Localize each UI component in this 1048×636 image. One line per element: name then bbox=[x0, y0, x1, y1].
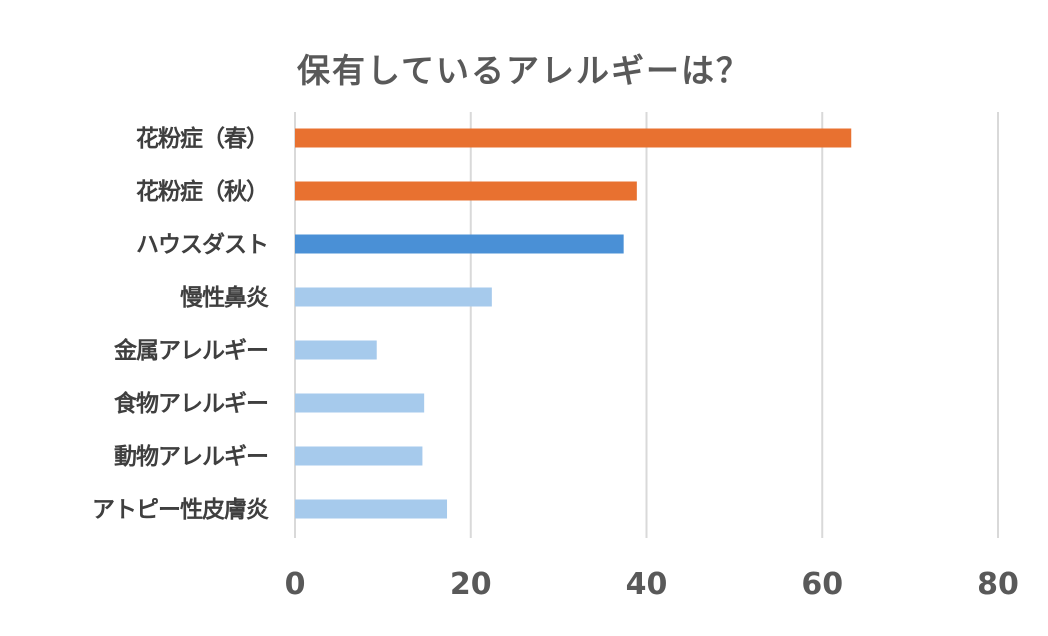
x-tick-label: 0 bbox=[285, 567, 306, 602]
x-tick-label: 40 bbox=[626, 567, 668, 602]
category-label: 金属アレルギー bbox=[113, 337, 268, 364]
category-label: アトピー性皮膚炎 bbox=[92, 497, 269, 523]
bar bbox=[295, 287, 492, 307]
chart-title: 保有しているアレルギーは？ bbox=[296, 51, 751, 90]
x-tick-label: 20 bbox=[450, 567, 492, 602]
bar bbox=[295, 128, 852, 148]
category-label: 慢性鼻炎 bbox=[180, 284, 269, 311]
category-label: 花粉症（秋） bbox=[136, 178, 268, 205]
category-label: 花粉症（春） bbox=[136, 125, 268, 152]
category-label: 食物アレルギー bbox=[114, 390, 268, 417]
bar bbox=[295, 340, 377, 360]
bar bbox=[295, 393, 425, 413]
bar bbox=[295, 234, 624, 254]
bar bbox=[295, 499, 448, 519]
x-tick-label: 80 bbox=[977, 567, 1019, 602]
category-label: 動物アレルギー bbox=[114, 443, 268, 470]
x-tick-label: 60 bbox=[801, 567, 843, 602]
category-label: ハウスダスト bbox=[136, 231, 268, 258]
bar bbox=[295, 446, 423, 466]
bar bbox=[295, 181, 637, 201]
